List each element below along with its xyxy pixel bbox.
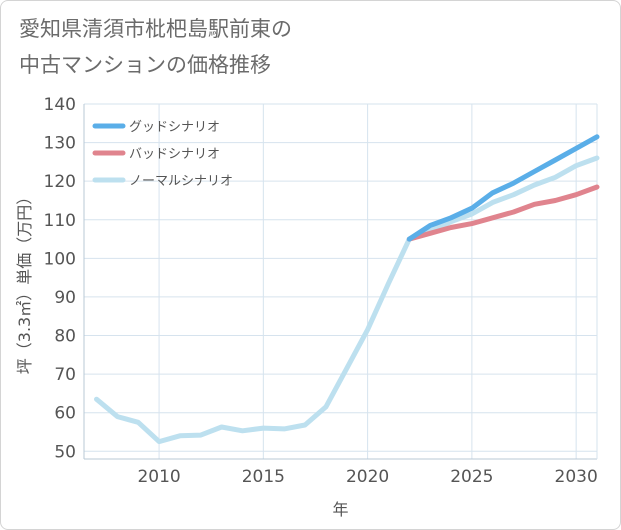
- y-tick-label-100: 100: [44, 249, 76, 269]
- chart-title-line-1: 愛知県清須市枇杷島駅前東の: [19, 17, 292, 41]
- y-tick-label-120: 120: [44, 172, 76, 192]
- legend-label-0: グッドシナリオ: [129, 120, 220, 135]
- y-tick-label-90: 90: [54, 288, 76, 308]
- series-line-0: [406, 134, 600, 242]
- y-axis-label: 坪（3.3㎡）単価（万円）: [15, 189, 34, 374]
- chart-title: 愛知県清須市枇杷島駅前東の 中古マンションの価格推移: [19, 11, 292, 83]
- y-tick-label-110: 110: [44, 211, 76, 231]
- y-tick-label-80: 80: [54, 327, 76, 347]
- y-tick-label-60: 60: [54, 404, 76, 424]
- x-axis-label: 年: [332, 500, 348, 519]
- series-line-1: [406, 184, 600, 242]
- legend-label-2: ノーマルシナリオ: [129, 174, 233, 189]
- y-tick-label-50: 50: [54, 442, 76, 462]
- x-tick-label-2020: 2020: [346, 467, 389, 487]
- x-tick-label-2025: 2025: [450, 467, 493, 487]
- axes: 50 60 70 80 90 100 110 120 130 140 2010 2015 2020 202…: [44, 95, 598, 487]
- y-tick-label-140: 140: [44, 95, 76, 115]
- x-tick-label-2030: 2030: [555, 467, 598, 487]
- chart-title-line-2: 中古マンションの価格推移: [19, 53, 271, 77]
- y-tick-label-130: 130: [44, 134, 76, 154]
- x-tick-label-2010: 2010: [137, 467, 180, 487]
- y-tick-label-70: 70: [54, 365, 76, 385]
- series-line-2: [94, 155, 600, 445]
- legend-label-1: バッドシナリオ: [129, 147, 220, 162]
- series-lines: [94, 134, 600, 445]
- x-tick-label-2015: 2015: [242, 467, 285, 487]
